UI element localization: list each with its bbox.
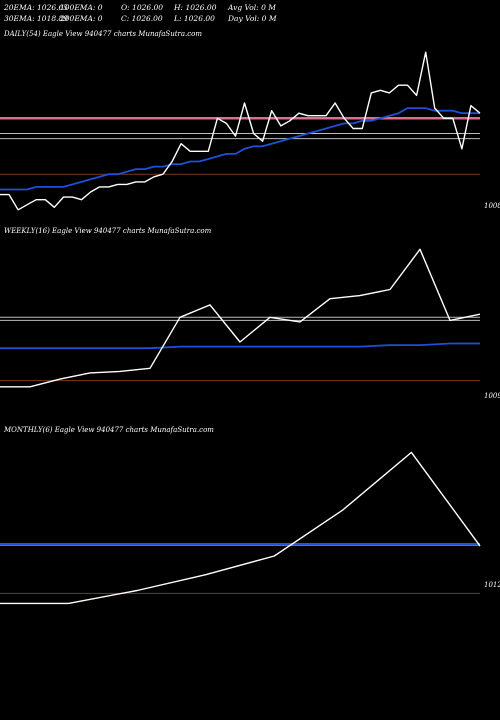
header-20ema: 20EMA: 1026.65 [3,3,68,12]
header-open: O: 1026.00 [121,3,163,12]
header-200ema: 200EMA: 0 [59,14,103,23]
price-line [0,451,481,605]
weekly-panel [0,248,481,388]
header-high: H: 1026.00 [173,3,217,12]
monthly-panel-title: MONTHLY(6) Eagle View 940477 charts Muna… [3,426,214,434]
price-line [0,51,481,211]
price-line [0,248,481,388]
header-avg-vol: Avg Vol: 0 M [227,3,276,12]
header: 20EMA: 1026.65 100EMA: 0 O: 1026.00 H: 1… [3,3,277,23]
header-close: C: 1026.00 [121,14,163,23]
daily-panel [0,51,481,211]
monthly-y-label: 1012 [484,581,500,589]
ema-line [0,342,480,350]
header-100ema: 100EMA: 0 [60,3,103,12]
weekly-panel-title: WEEKLY(16) Eagle View 940477 charts Muna… [4,227,212,235]
header-day-vol: Day Vol: 0 M [227,14,277,23]
daily-y-label: 1008 [484,202,500,210]
header-low: L: 1026.00 [173,14,215,23]
weekly-y-label: 1009 [484,392,500,400]
ema-line [0,107,480,191]
monthly-panel [0,451,481,605]
header-30ema: 30EMA: 1018.89 [4,14,68,23]
daily-panel-title: DAILY(54) Eagle View 940477 charts Munaf… [3,30,202,38]
